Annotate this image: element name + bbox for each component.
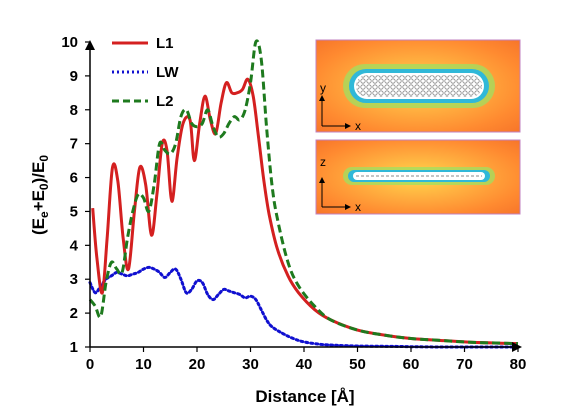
y-tick-label: 8 (70, 102, 78, 119)
y-tick-label: 7 (70, 136, 78, 153)
x-tick-label: 10 (135, 356, 152, 373)
legend-label-l1: L1 (156, 35, 174, 52)
legend: L1 LW L2 (112, 35, 179, 110)
y-tick-label: 6 (70, 170, 78, 187)
y-title-part: +E (29, 190, 48, 211)
x-tick-label: 20 (189, 356, 206, 373)
y-tick-label: 5 (70, 203, 78, 220)
inset-xy-h-label: x (355, 119, 361, 133)
inset-xz-v-label: z (320, 155, 326, 169)
y-axis-title: (Ee+E0)/E0 (29, 155, 51, 235)
x-ticks: 0 10 20 30 40 50 60 70 80 (86, 347, 527, 373)
inset-xy-lattice (356, 75, 482, 97)
y-tick-label: 4 (70, 237, 79, 254)
y-tick-label: 2 (70, 305, 78, 322)
x-tick-label: 80 (510, 356, 527, 373)
series-line-lw (90, 267, 518, 347)
inset-xz-h-label: x (355, 200, 361, 214)
y-tick-label: 3 (70, 271, 78, 288)
inset-xy-field-map: y x (316, 40, 520, 133)
legend-label-lw: LW (156, 64, 179, 81)
x-tick-label: 70 (456, 356, 473, 373)
y-title-part: )/E (29, 162, 48, 184)
inset-xy-v-label: y (320, 81, 326, 95)
y-tick-label: 1 (70, 339, 78, 356)
x-tick-label: 60 (403, 356, 420, 373)
y-tick-label: 9 (70, 68, 78, 85)
x-tick-label: 40 (296, 356, 313, 373)
x-axis-title: Distance [Å] (255, 387, 354, 406)
x-tick-label: 30 (242, 356, 259, 373)
y-title-sub: 0 (37, 155, 51, 162)
x-tick-label: 50 (349, 356, 366, 373)
y-tick-label: 10 (61, 34, 78, 51)
x-tick-label: 0 (86, 356, 94, 373)
y-ticks: 1 2 3 4 5 6 7 8 9 10 (61, 34, 90, 356)
y-title-part: (E (29, 218, 48, 235)
inset-xz-field-map: z x (316, 140, 520, 214)
legend-label-l2: L2 (156, 93, 174, 110)
